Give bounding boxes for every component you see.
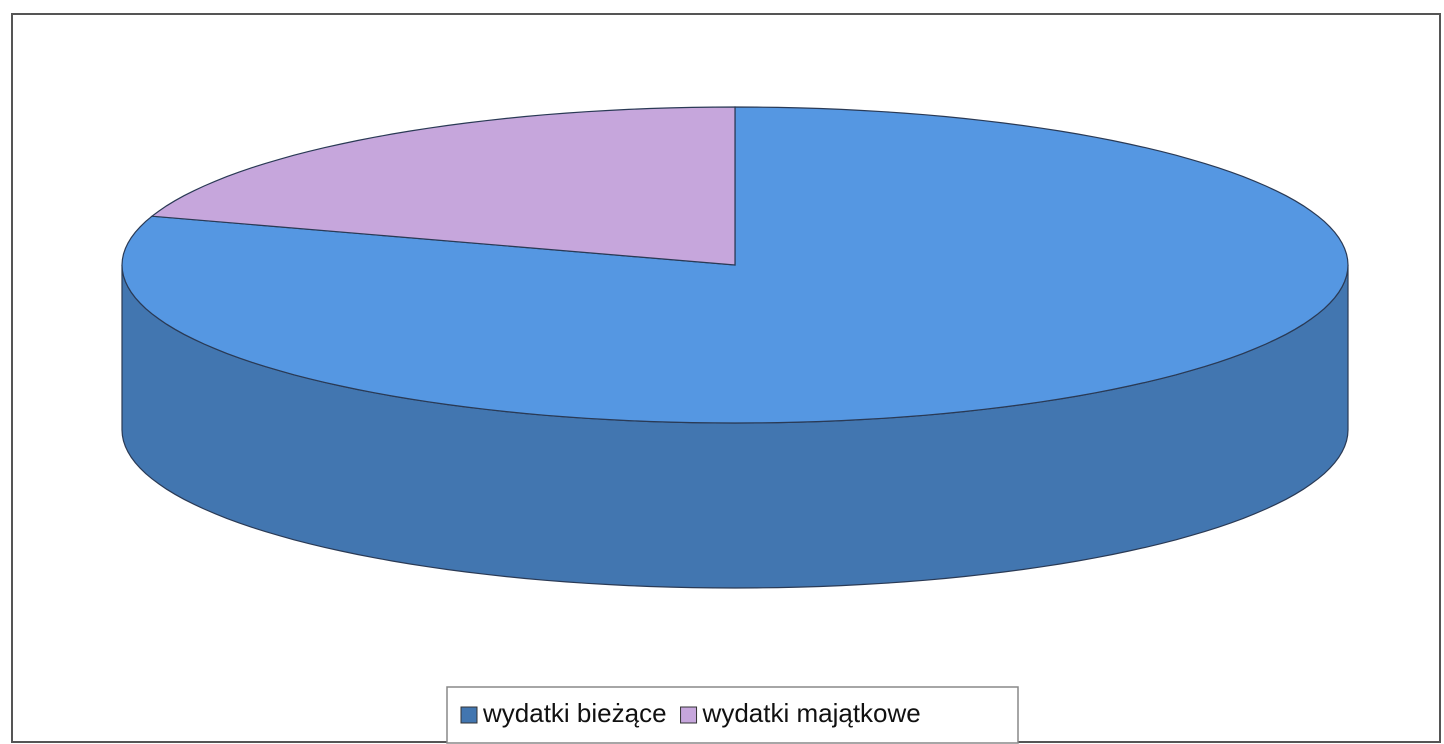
legend-swatch [460,706,478,724]
legend-label: wydatki majątkowe [702,698,921,728]
legend-swatch [680,706,698,724]
pie-slice [150,106,736,266]
legend-box [446,686,1019,744]
legend-label: wydatki bieżące [482,698,667,728]
